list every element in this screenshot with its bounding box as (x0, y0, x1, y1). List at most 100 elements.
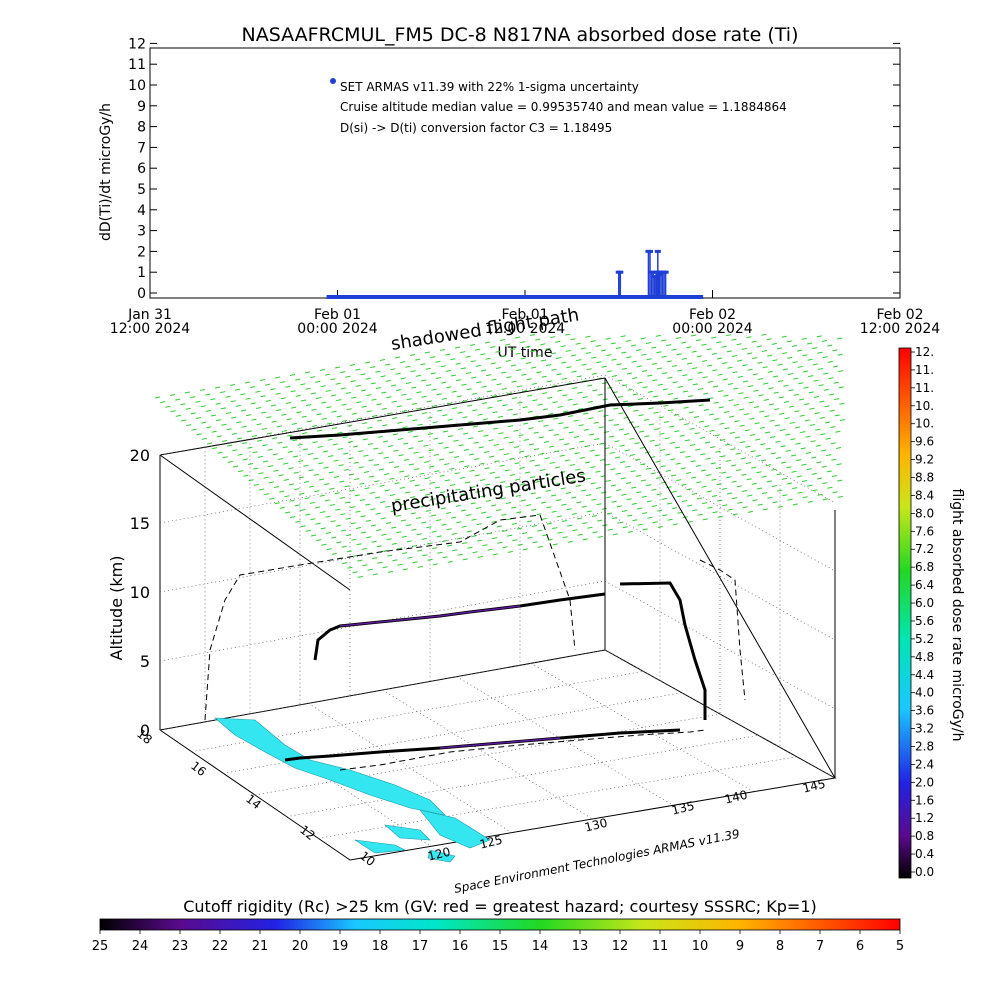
precip-dash (480, 369, 487, 372)
precip-dash (392, 433, 398, 436)
precip-dash (584, 461, 591, 464)
precip-dash (684, 439, 690, 442)
precip-dash (496, 383, 502, 386)
precip-dash (709, 429, 715, 432)
precip-dash (287, 434, 293, 437)
precip-dash (324, 483, 330, 486)
precip-dash (226, 428, 232, 431)
precip-dash (715, 450, 721, 453)
precip-dash (801, 337, 807, 340)
precip-dash (741, 347, 747, 350)
precip-dash (730, 464, 737, 467)
precip-dash (436, 535, 442, 538)
precip-dash (341, 420, 348, 422)
precip-dash (556, 515, 562, 518)
precip-dash (459, 460, 465, 463)
precip-dash (341, 545, 347, 548)
precip-dash (837, 353, 843, 356)
precip-dash (749, 417, 755, 420)
precip-dash (566, 366, 572, 369)
precip-dash (355, 368, 361, 371)
precip-dash (601, 507, 607, 510)
precip-dash (448, 451, 454, 454)
precip-dash (717, 373, 723, 376)
precip-dash (560, 471, 566, 474)
precip-dash (777, 505, 783, 508)
precip-dash (563, 426, 569, 429)
precip-dash (666, 360, 672, 363)
precip-dash (763, 382, 769, 385)
x-tick-label-time: 00:00 2024 (297, 321, 378, 337)
cutoff-colorbar (99, 918, 901, 931)
precip-dash (407, 430, 413, 433)
y-tick-label: 11 (128, 57, 146, 73)
precip-dash (716, 357, 723, 360)
precip-dash (592, 389, 598, 392)
precip-dash (544, 457, 550, 460)
precip-dash (360, 515, 366, 518)
precip-dash (332, 443, 338, 446)
precip-dash (398, 454, 404, 457)
precip-dash (527, 410, 533, 413)
precip-dash (686, 488, 692, 491)
precip-dash (319, 494, 325, 497)
precip-dash (625, 339, 631, 342)
precip-dash (570, 338, 576, 341)
precip-dash (509, 457, 515, 460)
precip-dash (587, 526, 593, 529)
precip-dash (297, 443, 303, 446)
cutoff-colorbar-tick-label: 19 (332, 939, 349, 954)
precip-dash (679, 434, 685, 437)
precip-dash (718, 390, 724, 393)
precip-dash (765, 447, 771, 450)
precip-dash (829, 409, 835, 412)
precip-dash (620, 335, 626, 338)
precip-dash (417, 549, 423, 552)
altitude-axis-label: Altitude (km) (107, 556, 126, 661)
cutoff-rigidity-map (214, 717, 491, 863)
precip-dash (510, 348, 516, 351)
precip-dash (722, 504, 728, 507)
precip-dash (507, 408, 513, 411)
precip-dash (314, 506, 321, 509)
precip-dash (560, 487, 566, 490)
precip-dash (464, 465, 470, 468)
precip-dash (399, 486, 405, 489)
precip-dash (551, 510, 557, 513)
precip-dash (761, 350, 768, 352)
precip-dash (459, 476, 465, 479)
precip-dash (261, 411, 267, 414)
precip-dash (599, 459, 606, 461)
precip-dash (378, 468, 385, 471)
precip-dash (317, 429, 323, 432)
precip-dash (810, 440, 816, 443)
precip-dash (435, 502, 441, 505)
precip-dash (726, 350, 732, 353)
precip-dash (481, 385, 487, 388)
precip-dash (676, 353, 682, 356)
precip-dash (274, 502, 280, 505)
precip-dash (505, 502, 512, 504)
precip-dash (442, 556, 448, 559)
precip-dash (594, 454, 600, 457)
dose-points (615, 249, 669, 297)
precip-dash (526, 520, 532, 523)
precip-dash (555, 340, 561, 343)
y-tick-label: 2 (137, 244, 146, 260)
precip-dash (296, 427, 303, 430)
precip-dash (246, 414, 252, 417)
precip-dash (616, 489, 622, 492)
cutoff-colorbar-tick-label: 14 (532, 939, 549, 954)
precip-dash (581, 363, 587, 366)
precip-dash (726, 476, 732, 479)
precip-dash (393, 466, 400, 468)
precip-dash (551, 385, 558, 387)
cutoff-colorbar-tick-label: 23 (172, 939, 189, 954)
precip-dash (310, 376, 316, 379)
precip-dash (236, 421, 242, 424)
grid-line (604, 442, 836, 572)
precip-dash (454, 472, 460, 475)
precip-dash (570, 354, 577, 357)
precip-dash (229, 384, 236, 386)
